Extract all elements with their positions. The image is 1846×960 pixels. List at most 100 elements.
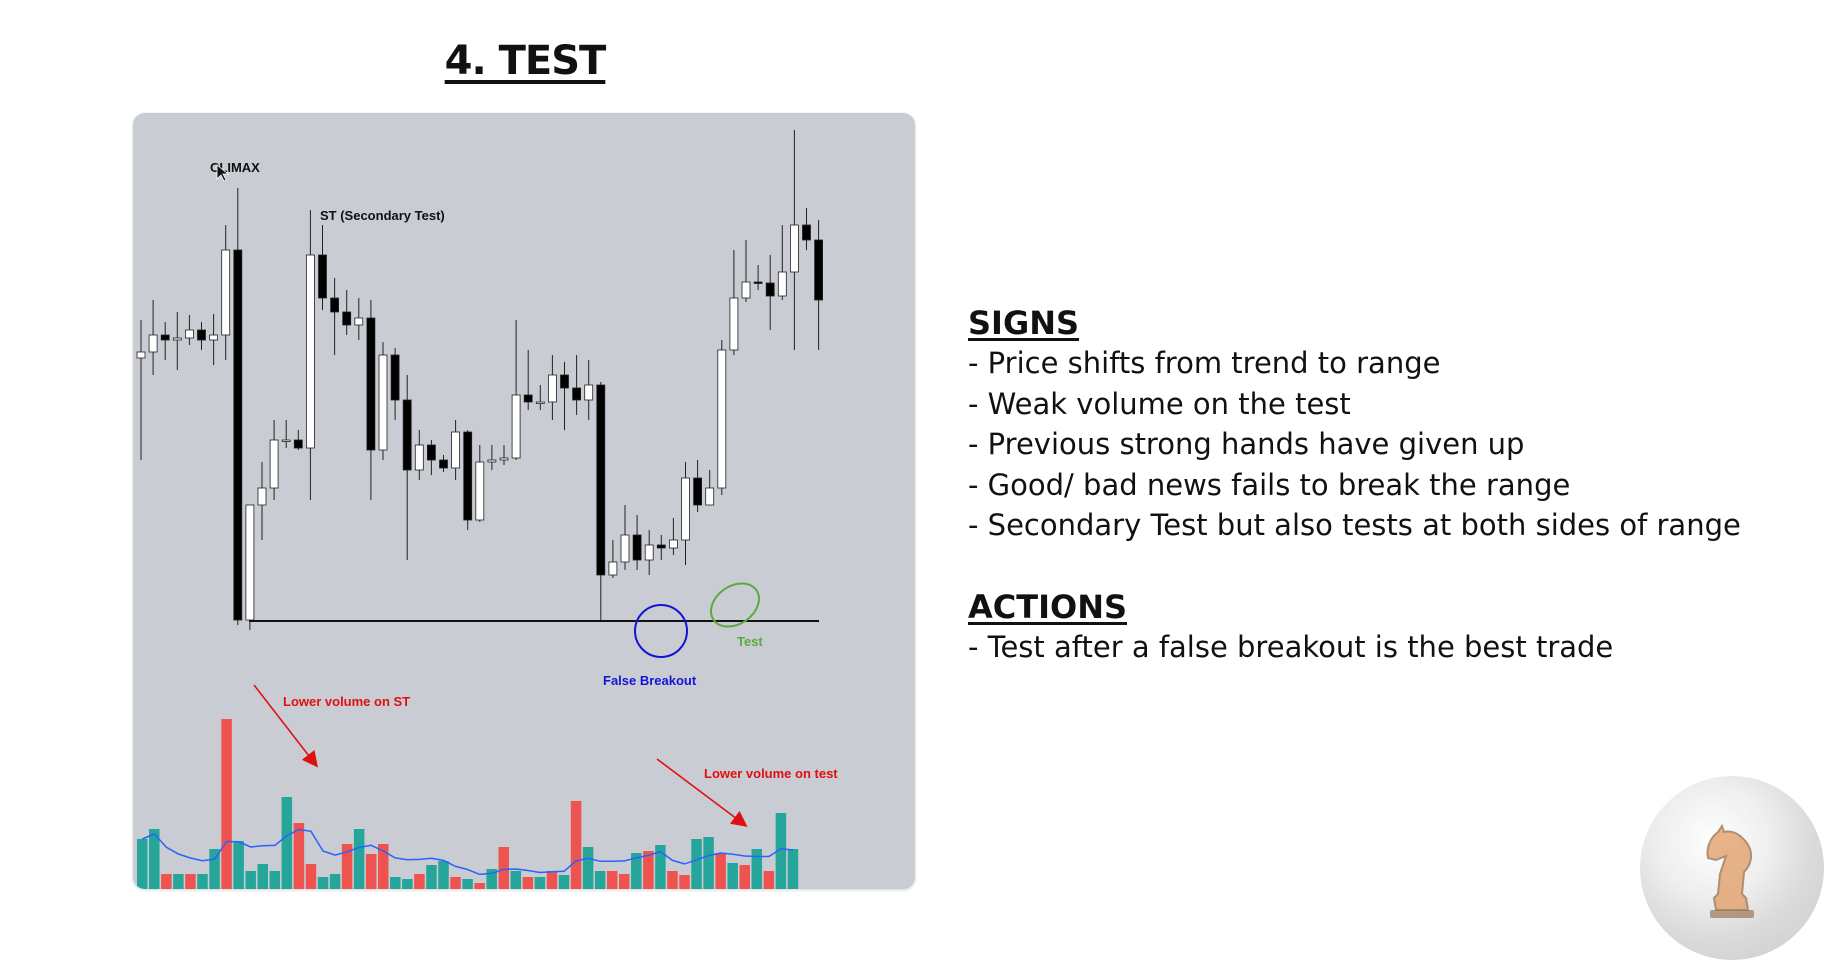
candle-body (511, 394, 521, 459)
candle (245, 504, 255, 630)
candle-body (136, 351, 146, 359)
volume-bar (402, 879, 413, 889)
candle (281, 420, 291, 448)
chart-panel: CLIMAX ST (Secondary Test) False Breakou… (133, 113, 915, 889)
knight-icon (1706, 823, 1754, 918)
candle (439, 455, 448, 472)
candle (753, 265, 763, 290)
candle (378, 342, 388, 460)
candle-body (705, 487, 715, 506)
candle-body (390, 354, 400, 401)
candle-body (620, 534, 630, 563)
arrow-st (253, 684, 318, 768)
volume-bar (510, 871, 522, 889)
volume-bar (474, 883, 485, 889)
candle-body (378, 354, 388, 451)
candle (463, 430, 473, 530)
false-breakout-label: False Breakout (603, 673, 697, 688)
volume-bar (558, 875, 570, 889)
candle (705, 470, 715, 506)
slide-title: 4. TEST (444, 38, 607, 84)
volume-moving-average (142, 828, 794, 876)
volume-bar (414, 874, 425, 889)
candle-body (245, 504, 255, 621)
candle-body (814, 239, 823, 301)
false-breakout-circle (634, 604, 688, 658)
candle (777, 225, 787, 300)
actions-heading: ACTIONS (968, 587, 1128, 626)
volume-bar (462, 879, 473, 889)
volume-bar (546, 871, 558, 889)
candle (693, 460, 702, 512)
volume-bar (185, 874, 196, 889)
candle (608, 540, 618, 578)
candle-body (233, 249, 243, 621)
candle-body (402, 399, 412, 471)
candle (523, 350, 533, 410)
candles-layer (136, 130, 823, 630)
candle-body (354, 317, 364, 326)
candle-body (318, 254, 327, 299)
signs-item: - Weak volume on the test (968, 386, 1351, 421)
volume-bar (775, 813, 787, 889)
candle (354, 298, 364, 340)
volume-bar (498, 847, 509, 889)
candle (390, 348, 400, 420)
candle (644, 530, 654, 575)
candle (560, 362, 569, 430)
candle (209, 314, 218, 365)
volume-bar (691, 839, 702, 889)
candle-body (632, 534, 642, 561)
candle-body (765, 282, 775, 297)
candle (729, 250, 739, 355)
volume-bar (715, 853, 726, 889)
candle-body (560, 374, 569, 389)
actions-list: - Test after a false breakout is the bes… (968, 627, 1788, 668)
candle-body (293, 439, 303, 449)
candle-body (523, 394, 533, 403)
candle (511, 320, 521, 460)
volume-bar (787, 849, 799, 889)
volume-bar (257, 864, 268, 889)
candle-body (342, 311, 352, 326)
volume-bar (341, 844, 353, 889)
volume-bar (317, 877, 329, 889)
candle-body (547, 374, 557, 403)
candle (233, 188, 243, 625)
candle-body (475, 461, 485, 521)
volume-bar (667, 871, 678, 889)
candle (366, 300, 376, 500)
candle (293, 430, 303, 450)
candle-body (305, 254, 315, 449)
signs-item: - Price shifts from trend to range (968, 346, 1441, 380)
candle-body (535, 401, 545, 404)
test-circle (710, 582, 760, 628)
candle (547, 355, 557, 420)
candle-body (257, 487, 267, 506)
signs-item: - Previous strong hands have given up (968, 427, 1525, 461)
candle (790, 130, 799, 350)
candle (596, 382, 606, 622)
candle-body (681, 477, 690, 541)
candle-body (172, 337, 182, 341)
volume-bar (606, 871, 618, 889)
volume-bar (197, 874, 208, 889)
candle (148, 300, 158, 375)
volume-bar (655, 845, 666, 889)
candle (632, 515, 642, 570)
candle-body (185, 329, 194, 339)
volume-bar (751, 849, 763, 889)
candle (160, 322, 170, 360)
volume-bar (305, 864, 317, 889)
volume-bar (293, 823, 305, 889)
candle-body (584, 384, 594, 401)
volume-bar (619, 874, 630, 889)
volume-bar (209, 849, 220, 889)
candle-body (148, 334, 158, 353)
candle-body (451, 431, 461, 469)
candle-body (487, 459, 497, 463)
candle-body (669, 539, 678, 549)
volume-bar (233, 841, 244, 889)
volume-bar (631, 853, 642, 889)
chess-knight-globe-icon (1640, 776, 1824, 960)
